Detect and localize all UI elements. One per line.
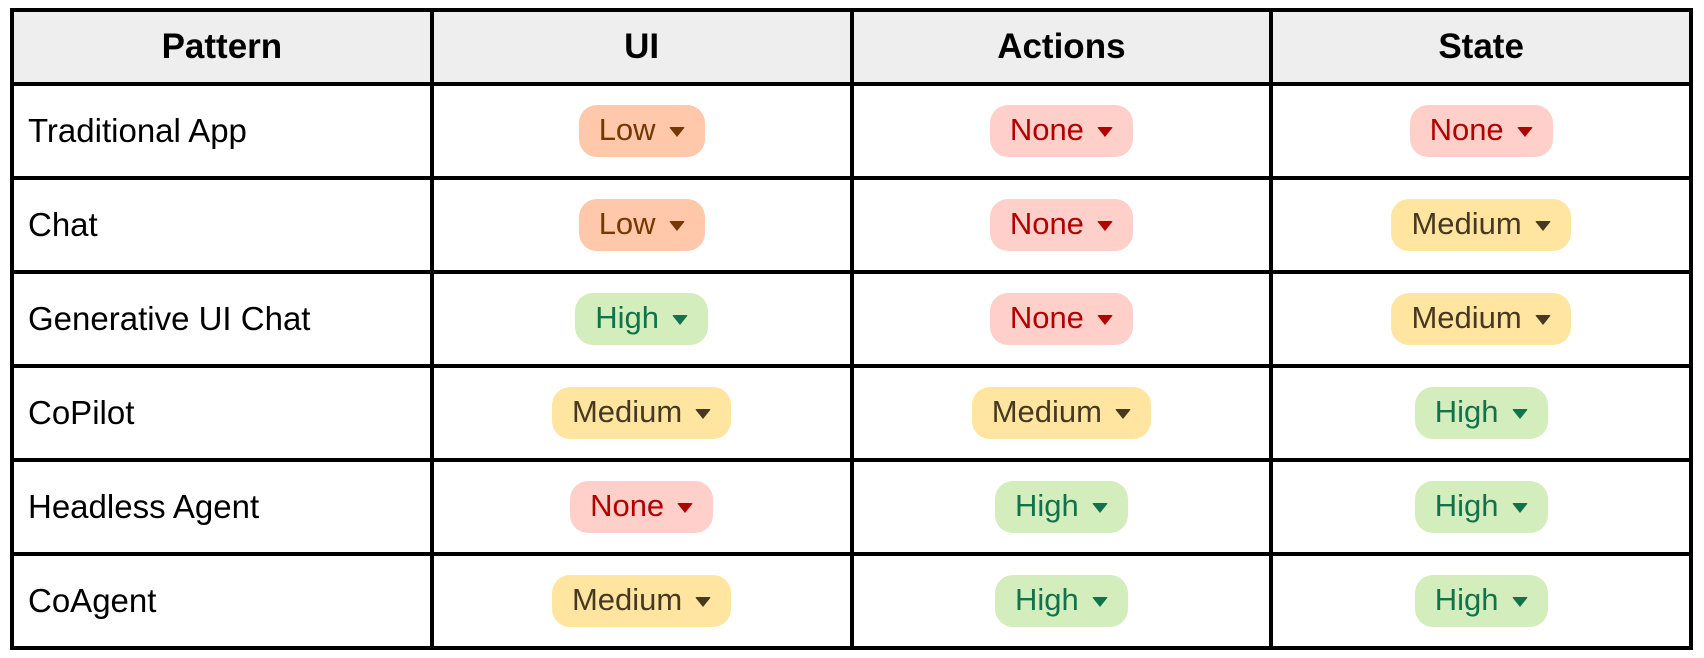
state-level-dropdown-chip[interactable]: Medium [1391,292,1571,346]
patterns-comparison-table: Pattern UI Actions State Traditional App… [10,8,1693,650]
state-cell: Medium [1269,176,1693,274]
dropdown-caret-icon [1096,221,1113,231]
chip-label: High [1014,581,1079,617]
chip-label: Low [598,205,656,241]
ui-cell: Low [429,82,854,180]
column-header-actions: Actions [849,8,1274,86]
dropdown-caret-icon [668,127,685,137]
ui-cell: None [429,458,854,556]
state-level-dropdown-chip[interactable]: High [1414,386,1548,440]
column-header-pattern: Pattern [10,8,434,86]
chip-label: None [1009,111,1084,147]
dropdown-caret-icon [1096,315,1113,325]
state-cell: High [1269,552,1693,650]
pattern-cell: Chat [10,176,434,274]
state-level-dropdown-chip[interactable]: High [1414,480,1548,534]
table-row: Traditional App Low None None [10,82,1693,180]
chip-label: High [1014,487,1079,523]
dropdown-caret-icon [1516,127,1533,137]
actions-cell: High [849,552,1274,650]
dropdown-caret-icon [1091,503,1108,513]
chip-label: None [1009,205,1084,241]
pattern-cell: Generative UI Chat [10,270,434,368]
table-header: Pattern UI Actions State [10,8,1693,86]
actions-level-dropdown-chip[interactable]: Medium [971,386,1151,440]
state-cell: High [1269,364,1693,462]
ui-level-dropdown-chip[interactable]: Medium [551,386,732,440]
actions-cell: Medium [849,364,1274,462]
pattern-cell: CoAgent [10,552,434,650]
header-row: Pattern UI Actions State [10,8,1693,86]
ui-cell: High [429,270,854,368]
dropdown-caret-icon [1511,597,1528,607]
dropdown-caret-icon [1534,221,1551,231]
state-cell: High [1269,458,1693,556]
chip-label: Low [598,111,656,147]
ui-level-dropdown-chip[interactable]: Medium [551,574,732,628]
ui-level-dropdown-chip[interactable]: Low [578,198,705,252]
actions-cell: None [849,82,1274,180]
table-row: Headless Agent None High High [10,458,1693,556]
chip-label: Medium [1411,299,1522,335]
dropdown-caret-icon [672,315,688,325]
table-row: Generative UI Chat High None Medium [10,270,1693,368]
dropdown-caret-icon [1115,409,1131,419]
pattern-cell: Traditional App [10,82,434,180]
actions-level-dropdown-chip[interactable]: None [989,104,1133,158]
pattern-cell: Headless Agent [10,458,434,556]
dropdown-caret-icon [1511,409,1528,419]
column-header-state: State [1269,8,1693,86]
dropdown-caret-icon [695,597,712,607]
table-row: CoAgent Medium High High [10,552,1693,650]
chip-label: High [595,299,659,335]
chip-label: Medium [1411,205,1522,241]
chip-label: None [1429,111,1504,147]
chip-label: None [1009,299,1084,335]
dropdown-caret-icon [677,503,694,513]
chip-label: High [1434,581,1499,617]
actions-cell: None [849,270,1274,368]
state-level-dropdown-chip[interactable]: None [1409,104,1553,158]
ui-cell: Medium [429,364,854,462]
chip-label: High [1434,393,1499,429]
actions-level-dropdown-chip[interactable]: High [994,574,1128,628]
dropdown-caret-icon [1534,315,1551,325]
chip-label: Medium [991,393,1102,429]
dropdown-caret-icon [1511,503,1528,513]
dropdown-caret-icon [1096,127,1113,137]
chip-label: None [590,487,665,523]
dropdown-caret-icon [695,409,712,419]
state-level-dropdown-chip[interactable]: Medium [1391,198,1571,252]
column-header-ui: UI [429,8,854,86]
chip-label: Medium [571,393,683,429]
ui-cell: Medium [429,552,854,650]
dropdown-caret-icon [668,221,685,231]
pattern-cell: CoPilot [10,364,434,462]
state-cell: None [1269,82,1693,180]
ui-level-dropdown-chip[interactable]: None [570,480,714,534]
chip-label: Medium [571,581,683,617]
ui-level-dropdown-chip[interactable]: High [575,292,708,346]
actions-level-dropdown-chip[interactable]: High [994,480,1128,534]
ui-cell: Low [429,176,854,274]
table-row: CoPilot Medium Medium High [10,364,1693,462]
state-cell: Medium [1269,270,1693,368]
actions-level-dropdown-chip[interactable]: None [989,198,1133,252]
actions-level-dropdown-chip[interactable]: None [989,292,1133,346]
chip-label: High [1434,487,1499,523]
dropdown-caret-icon [1091,597,1108,607]
state-level-dropdown-chip[interactable]: High [1414,574,1548,628]
table-body: Traditional App Low None None Chat Low N… [10,82,1693,650]
actions-cell: High [849,458,1274,556]
ui-level-dropdown-chip[interactable]: Low [578,104,705,158]
table-row: Chat Low None Medium [10,176,1693,274]
actions-cell: None [849,176,1274,274]
